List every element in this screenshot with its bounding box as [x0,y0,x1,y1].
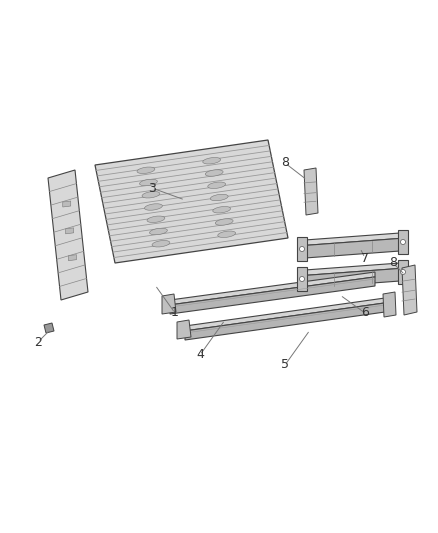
Polygon shape [162,294,176,314]
Ellipse shape [208,182,226,189]
Polygon shape [305,233,400,245]
Circle shape [400,270,406,274]
Polygon shape [170,272,375,305]
Text: 4: 4 [196,349,204,361]
Ellipse shape [218,231,236,238]
Text: 8: 8 [389,256,397,270]
Ellipse shape [149,228,167,235]
Circle shape [300,277,304,281]
Polygon shape [185,303,385,340]
Polygon shape [63,201,71,207]
Polygon shape [297,267,307,291]
Ellipse shape [140,179,157,185]
Polygon shape [170,277,375,314]
Polygon shape [383,292,396,317]
Text: 5: 5 [281,359,289,372]
Polygon shape [297,237,307,261]
Ellipse shape [205,170,223,176]
Text: 1: 1 [171,306,179,319]
Polygon shape [48,170,88,300]
Ellipse shape [142,191,160,198]
Ellipse shape [210,194,228,201]
Text: 3: 3 [148,182,156,195]
Polygon shape [304,168,318,215]
Polygon shape [44,323,54,333]
Text: 8: 8 [281,157,289,169]
Polygon shape [177,320,191,339]
Polygon shape [68,255,77,261]
Text: 6: 6 [361,306,369,319]
Ellipse shape [137,167,155,173]
Polygon shape [66,228,74,234]
Ellipse shape [203,158,221,164]
Text: 7: 7 [361,252,369,264]
Ellipse shape [152,240,170,247]
Ellipse shape [215,219,233,225]
Ellipse shape [147,216,165,222]
Polygon shape [185,298,385,331]
Text: 2: 2 [34,335,42,349]
Polygon shape [398,230,408,254]
Polygon shape [398,260,408,284]
Polygon shape [305,263,400,276]
Polygon shape [305,238,400,258]
Ellipse shape [213,206,230,213]
Polygon shape [305,269,400,288]
Polygon shape [95,140,288,263]
Polygon shape [402,265,417,315]
Circle shape [300,246,304,252]
Ellipse shape [145,204,162,210]
Circle shape [400,239,406,245]
